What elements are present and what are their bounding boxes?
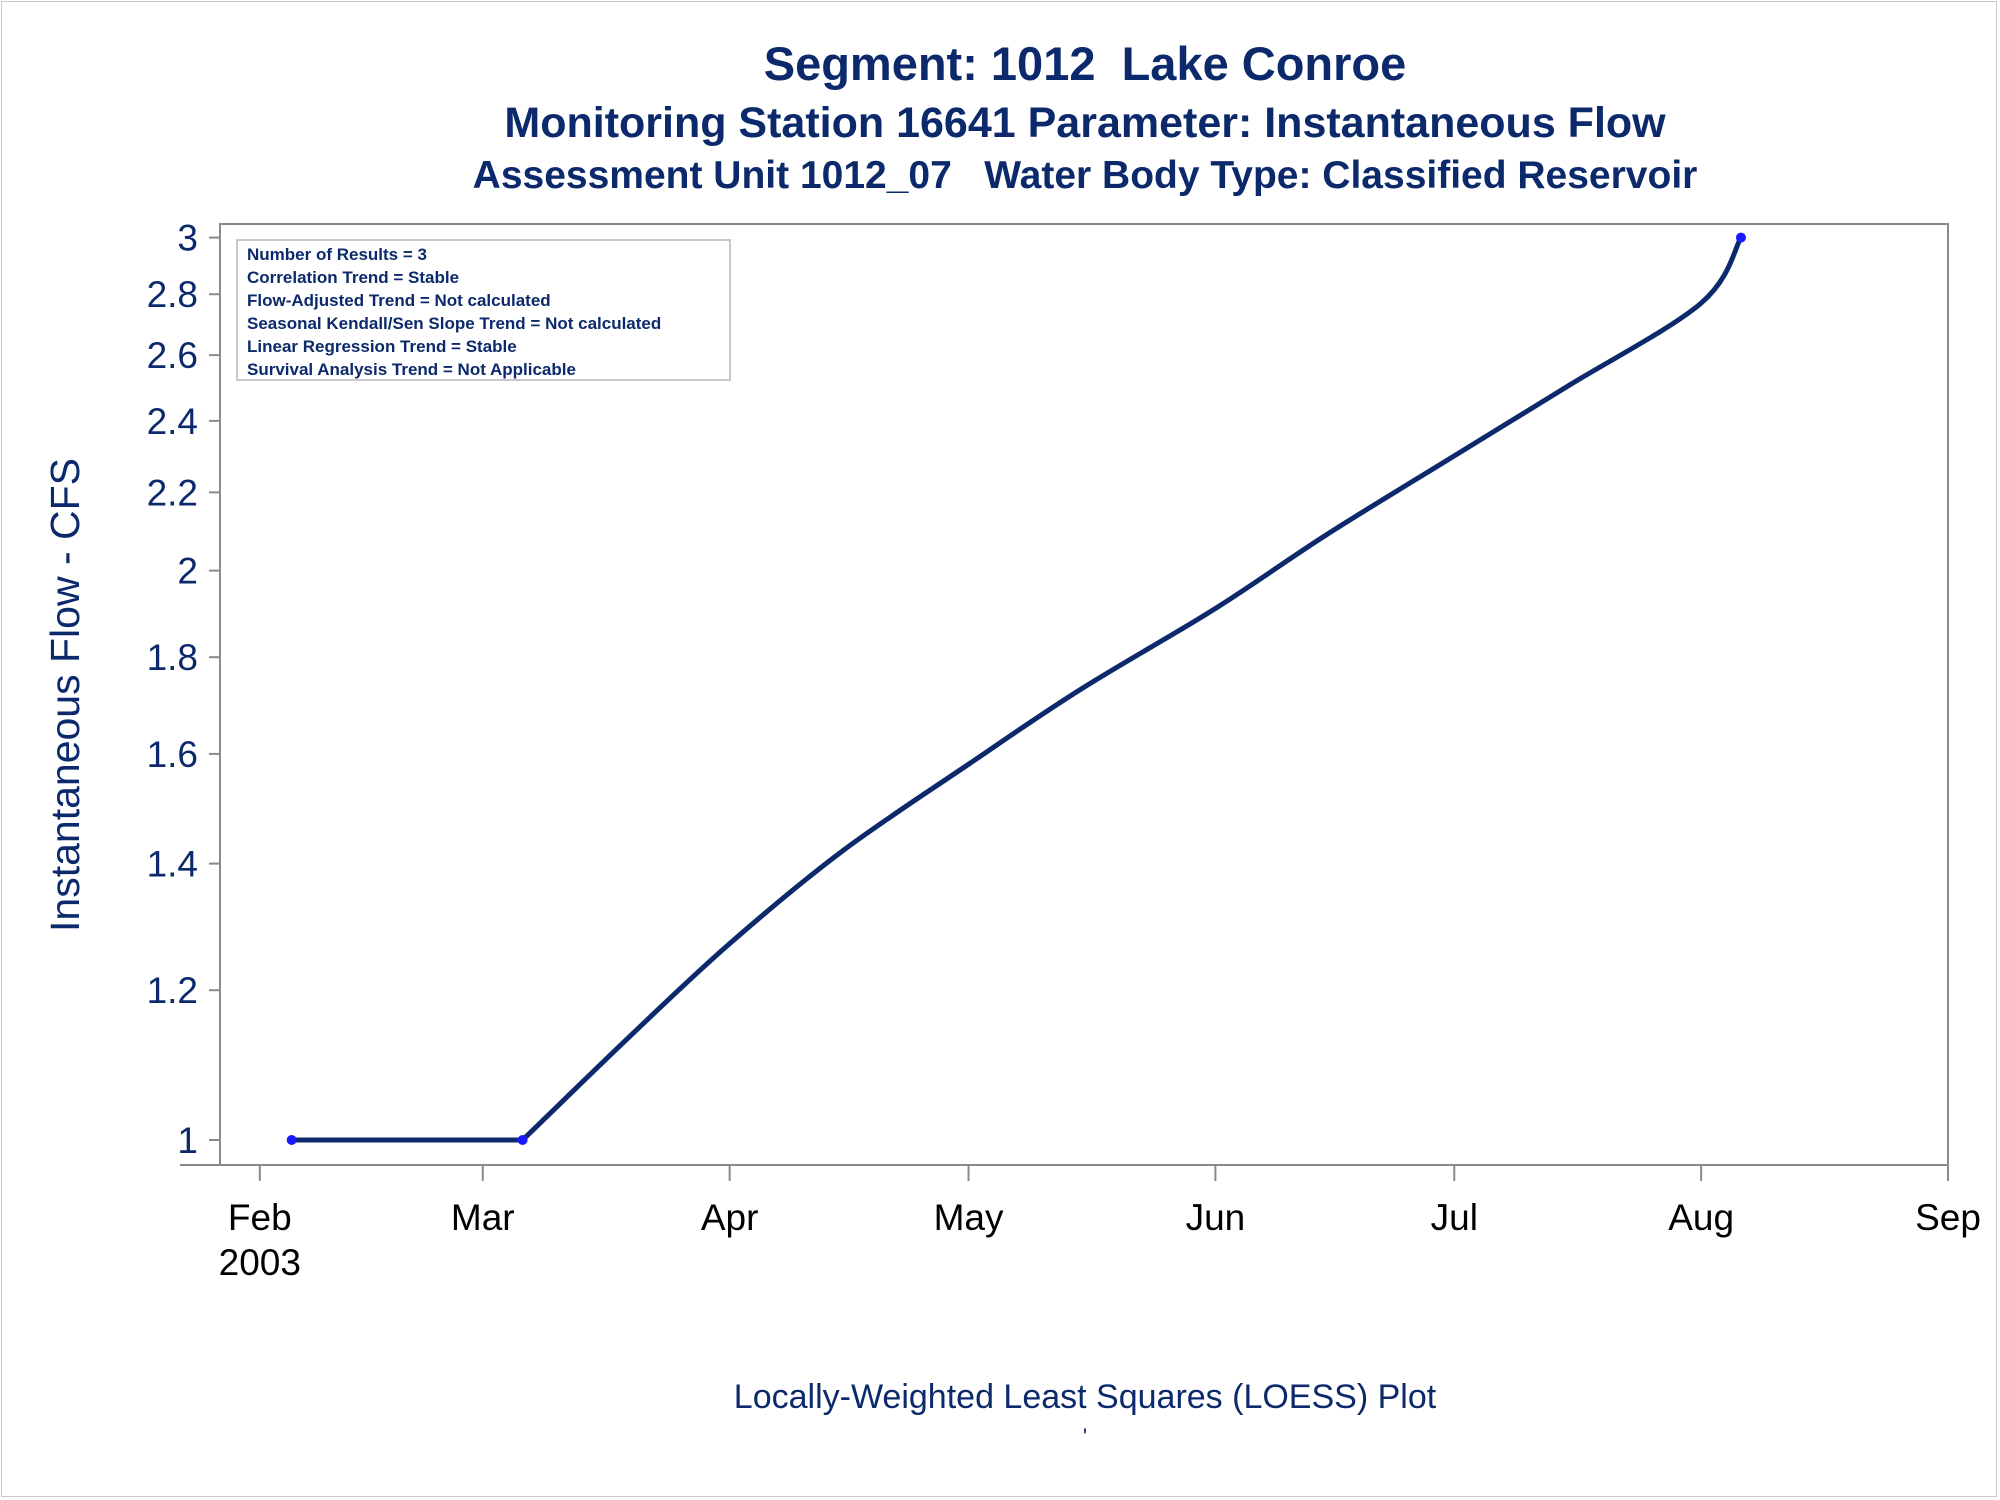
info-linear-regression-trend: Linear Regression Trend = Stable [247, 337, 517, 356]
x-tick-label: Feb [228, 1197, 292, 1238]
info-correlation-trend: Correlation Trend = Stable [247, 268, 459, 287]
chart-title-segment: Segment: 1012 Lake Conroe [763, 37, 1407, 90]
footnote-mark: ' [1082, 1424, 1088, 1449]
y-tick-label: 1 [177, 1120, 198, 1161]
data-point [517, 1134, 528, 1145]
footnote: Locally-Weighted Least Squares (LOESS) P… [733, 1378, 1437, 1416]
info-number-of-results: Number of Results = 3 [247, 245, 427, 264]
data-point [286, 1134, 297, 1145]
loess-curve [291, 236, 1744, 1143]
x-tick-label: Mar [451, 1197, 515, 1238]
x-tick-label: 2003 [219, 1242, 301, 1283]
x-tick-label: Sep [1915, 1197, 1981, 1238]
x-tick-label: Aug [1668, 1197, 1734, 1238]
info-seasonal-kendall-trend: Seasonal Kendall/Sen Slope Trend = Not c… [247, 314, 661, 333]
x-tick-label: Jun [1186, 1197, 1246, 1238]
y-tick-label: 1.6 [147, 734, 198, 775]
y-tick-label: 1.4 [147, 844, 198, 885]
chart-title-station: Monitoring Station 16641 Parameter: Inst… [504, 99, 1666, 147]
y-axis: 1 1.2 1.4 1.6 1.8 2 2.2 2.4 2.6 2.8 3 [147, 218, 220, 1161]
y-tick-label: 1.2 [147, 970, 198, 1011]
info-survival-analysis-trend: Survival Analysis Trend = Not Applicable [247, 360, 576, 379]
info-box: Number of Results = 3 Correlation Trend … [236, 239, 731, 381]
chart-title-assessment: Assessment Unit 1012_07 Water Body Type:… [472, 154, 1698, 197]
y-tick-label: 2.4 [147, 401, 198, 442]
y-tick-label: 2.8 [147, 274, 198, 315]
data-point [1735, 232, 1746, 243]
data-series [286, 232, 1746, 1145]
info-box-border [236, 239, 731, 381]
x-tick-label: Jul [1431, 1197, 1478, 1238]
y-tick-label: 2 [177, 551, 198, 592]
info-flow-adjusted-trend: Flow-Adjusted Trend = Not calculated [247, 291, 551, 310]
y-tick-label: 1.8 [147, 637, 198, 678]
y-axis-title: Instantaneous Flow - CFS [42, 458, 88, 932]
x-tick-label: Apr [701, 1197, 759, 1238]
y-tick-label: 3 [177, 218, 198, 259]
y-tick-label: 2.2 [147, 472, 198, 513]
x-tick-label: May [934, 1197, 1004, 1238]
y-tick-label: 2.6 [147, 335, 198, 376]
